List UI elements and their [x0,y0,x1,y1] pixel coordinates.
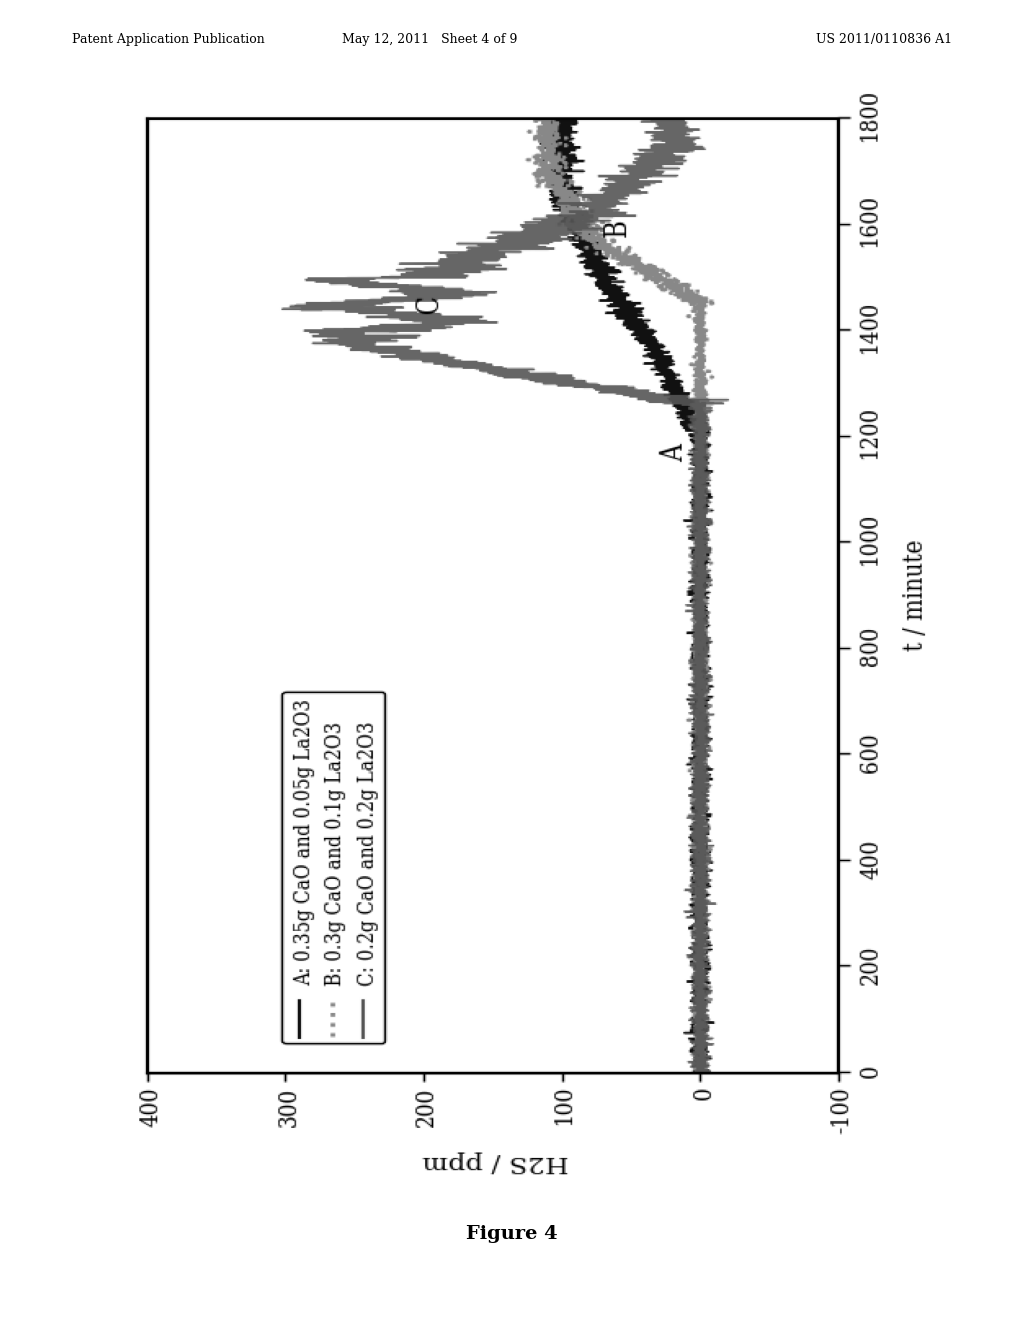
Text: US 2011/0110836 A1: US 2011/0110836 A1 [816,33,952,46]
Text: Patent Application Publication: Patent Application Publication [72,33,264,46]
Text: Figure 4: Figure 4 [466,1225,558,1243]
Text: May 12, 2011   Sheet 4 of 9: May 12, 2011 Sheet 4 of 9 [342,33,518,46]
